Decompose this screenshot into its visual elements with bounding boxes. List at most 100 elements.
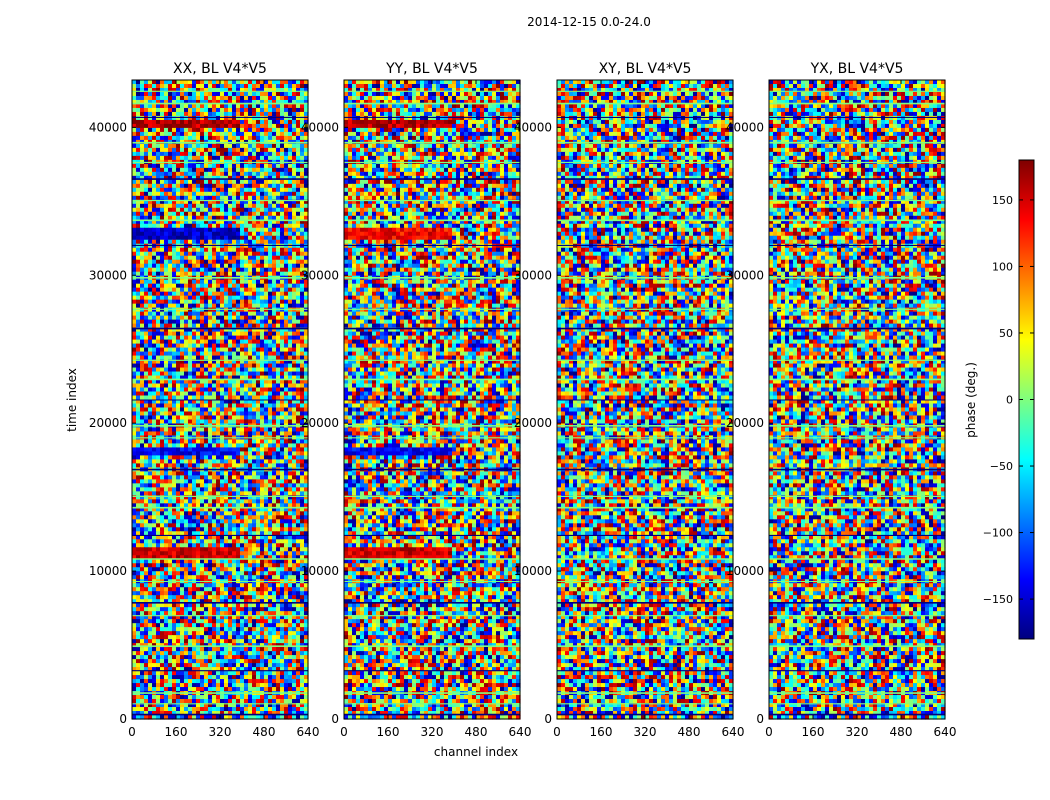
heatmap-cell xyxy=(248,272,253,277)
heatmap-cell xyxy=(168,284,173,289)
heatmap-cell xyxy=(172,240,177,245)
heatmap-cell xyxy=(268,296,273,301)
heatmap-cell xyxy=(132,148,137,153)
heatmap-cell xyxy=(272,439,277,444)
heatmap-cell xyxy=(220,284,225,289)
heatmap-cell xyxy=(204,292,209,297)
heatmap-cell xyxy=(176,92,181,97)
heatmap-cell xyxy=(272,144,277,149)
heatmap-cell xyxy=(188,392,193,397)
heatmap-cell xyxy=(232,455,237,460)
heatmap-cell xyxy=(264,324,269,329)
heatmap-cell xyxy=(204,439,209,444)
heatmap-cell xyxy=(152,392,157,397)
heatmap-cell xyxy=(224,208,229,213)
heatmap-cell xyxy=(164,184,169,189)
heatmap-cell xyxy=(256,411,261,416)
heatmap-cell xyxy=(240,372,245,377)
heatmap-cell xyxy=(240,260,245,265)
heatmap-cell xyxy=(276,260,281,265)
heatmap-cell xyxy=(144,236,149,241)
heatmap-cell xyxy=(164,228,169,233)
heatmap-cell xyxy=(180,260,185,265)
heatmap-cell xyxy=(296,463,301,468)
heatmap-cell xyxy=(168,439,173,444)
heatmap-cell xyxy=(212,260,217,265)
heatmap-cell xyxy=(168,260,173,265)
heatmap-cell xyxy=(284,427,289,432)
heatmap-cell xyxy=(244,108,249,113)
heatmap-cell xyxy=(232,439,237,444)
heatmap-cell xyxy=(132,204,137,209)
heatmap-cell xyxy=(240,108,245,113)
heatmap-cell xyxy=(184,272,189,277)
heatmap-cell xyxy=(172,447,177,452)
heatmap-cell xyxy=(268,515,273,520)
heatmap-cell xyxy=(200,491,205,496)
heatmap-cell xyxy=(212,80,217,85)
heatmap-cell xyxy=(168,112,173,117)
heatmap-cell xyxy=(268,92,273,97)
heatmap-cell xyxy=(176,515,181,520)
heatmap-cell xyxy=(260,312,265,317)
heatmap-cell xyxy=(192,392,197,397)
heatmap-cell xyxy=(284,344,289,349)
heatmap-cell xyxy=(292,264,297,269)
heatmap-cell xyxy=(292,152,297,157)
heatmap-cell xyxy=(212,336,217,341)
heatmap-cell xyxy=(284,96,289,101)
heatmap-cell xyxy=(172,463,177,468)
heatmap-cell xyxy=(196,260,201,265)
heatmap-cell xyxy=(272,479,277,484)
heatmap-cell xyxy=(272,491,277,496)
heatmap-cell xyxy=(300,368,305,373)
heatmap-cell xyxy=(236,256,241,261)
heatmap-cell xyxy=(184,92,189,97)
heatmap-cell xyxy=(212,348,217,353)
heatmap-cell xyxy=(144,388,149,393)
heatmap-cell xyxy=(288,483,293,488)
heatmap-cell xyxy=(280,479,285,484)
heatmap-cell xyxy=(216,364,221,369)
heatmap-cell xyxy=(252,296,257,301)
heatmap-cell xyxy=(236,172,241,177)
heatmap-cell xyxy=(296,348,301,353)
heatmap-cell xyxy=(204,144,209,149)
heatmap-cell xyxy=(228,316,233,321)
heatmap-cell xyxy=(224,407,229,412)
heatmap-cell xyxy=(172,264,177,269)
heatmap-cell xyxy=(220,316,225,321)
heatmap-cell xyxy=(168,427,173,432)
heatmap-cell xyxy=(156,471,161,476)
heatmap-cell xyxy=(228,527,233,532)
heatmap-cell xyxy=(224,443,229,448)
heatmap-cell xyxy=(172,324,177,329)
heatmap-cell xyxy=(144,515,149,520)
heatmap-cell xyxy=(152,364,157,369)
heatmap-cell xyxy=(268,451,273,456)
heatmap-cell xyxy=(172,260,177,265)
heatmap-cell xyxy=(228,152,233,157)
heatmap-cell xyxy=(300,340,305,345)
heatmap-cell xyxy=(232,491,237,496)
heatmap-cell xyxy=(240,196,245,201)
heatmap-cell xyxy=(292,236,297,241)
heatmap-cell xyxy=(284,320,289,325)
heatmap-cell xyxy=(272,340,277,345)
heatmap-cell xyxy=(148,356,153,361)
heatmap-cell xyxy=(292,515,297,520)
heatmap-cell xyxy=(272,419,277,424)
heatmap-cell xyxy=(188,304,193,309)
heatmap-cell xyxy=(252,192,257,197)
heatmap-cell xyxy=(180,324,185,329)
heatmap-cell xyxy=(224,511,229,516)
heatmap-cell xyxy=(144,443,149,448)
heatmap-cell xyxy=(216,479,221,484)
heatmap-cell xyxy=(152,168,157,173)
heatmap-cell xyxy=(184,108,189,113)
heatmap-cell xyxy=(208,392,213,397)
heatmap-cell xyxy=(208,144,213,149)
heatmap-cell xyxy=(156,248,161,253)
heatmap-cell xyxy=(240,463,245,468)
heatmap-cell xyxy=(224,104,229,109)
